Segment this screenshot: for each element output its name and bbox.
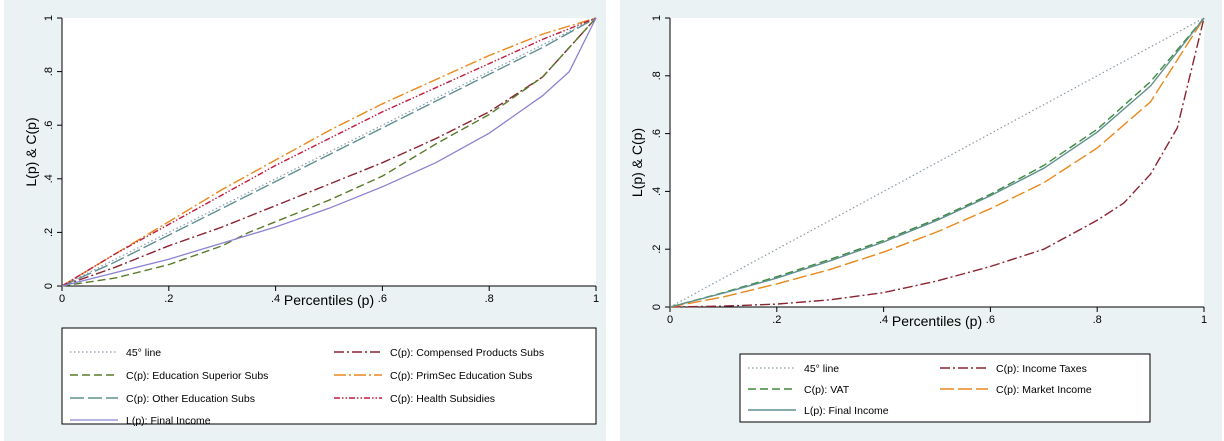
right-y-tick-label: .4 <box>651 187 663 196</box>
left-x-tick-label: .4 <box>271 293 280 305</box>
right-x-tick-label: .8 <box>1093 314 1102 326</box>
right-x-tick-label: .6 <box>986 314 995 326</box>
left-y-tick-label: .8 <box>43 67 55 76</box>
left-legend-label-0: 45° line <box>126 347 161 359</box>
right-x-tick-label: .2 <box>772 314 781 326</box>
left-x-tick-label: .2 <box>164 293 173 305</box>
chart-left-svg: 0 .2 .4 .6 .8 1 0 .2 .4 .6 .8 1 Percentiles (p) L(p) … <box>4 0 606 441</box>
right-legend-label-1: C(p): Income Taxes <box>996 363 1087 375</box>
left-legend-label-2: C(p): Education Superior Subs <box>126 370 268 382</box>
right-x-tick-label: 0 <box>667 314 673 326</box>
left-legend-label-4: C(p): Other Education Subs <box>126 393 255 405</box>
left-y-tick-label: .6 <box>43 121 55 130</box>
right-x-tick-label: .4 <box>879 314 888 326</box>
left-x-tick-label: 0 <box>59 293 65 305</box>
chart-right-svg: 0 .2 .4 .6 .8 1 0 .2 .4 .6 .8 1 Percentiles (p) L(p) … <box>620 0 1222 441</box>
left-y-tick-label: .2 <box>43 228 55 237</box>
right-y-axis-title: L(p) & C(p) <box>629 128 645 197</box>
chart-right: 0 .2 .4 .6 .8 1 0 .2 .4 .6 .8 1 Percentiles (p) L(p) … <box>620 0 1222 441</box>
left-x-tick-label: .8 <box>485 293 494 305</box>
left-plot-area <box>62 18 596 286</box>
left-y-axis-title: L(p) & C(p) <box>23 117 39 186</box>
right-y-tick-label: .6 <box>651 129 663 138</box>
right-x-axis-title: Percentiles (p) <box>892 313 982 329</box>
left-legend-label-1: C(p): Compensed Products Subs <box>390 347 544 359</box>
left-x-axis-title: Percentiles (p) <box>284 292 374 308</box>
left-y-tick-label: 0 <box>43 283 55 289</box>
left-y-tick-label: 1 <box>43 15 55 21</box>
right-legend-label-2: C(p): VAT <box>804 384 850 396</box>
right-legend-label-3: C(p): Market Income <box>996 384 1092 396</box>
right-y-tick-label: 1 <box>651 15 663 21</box>
left-legend-label-3: C(p): PrimSec Education Subs <box>390 370 532 382</box>
right-legend-label-0: 45° line <box>804 363 839 375</box>
left-y-tick-label: .4 <box>43 174 55 183</box>
left-legend-label-5: C(p): Health Subsidies <box>390 393 495 405</box>
right-y-tick-label: .2 <box>651 245 663 254</box>
left-legend-label-6: L(p): Final Income <box>126 415 211 427</box>
left-x-tick-label: 1 <box>593 293 599 305</box>
left-x-tick-label: .6 <box>378 293 387 305</box>
chart-left: 0 .2 .4 .6 .8 1 0 .2 .4 .6 .8 1 Percentiles (p) L(p) … <box>4 0 606 441</box>
right-y-tick-label: .8 <box>651 71 663 80</box>
right-x-tick-label: 1 <box>1201 314 1207 326</box>
right-legend-label-4: L(p): Final Income <box>804 405 889 417</box>
right-y-tick-label: 0 <box>651 304 663 310</box>
